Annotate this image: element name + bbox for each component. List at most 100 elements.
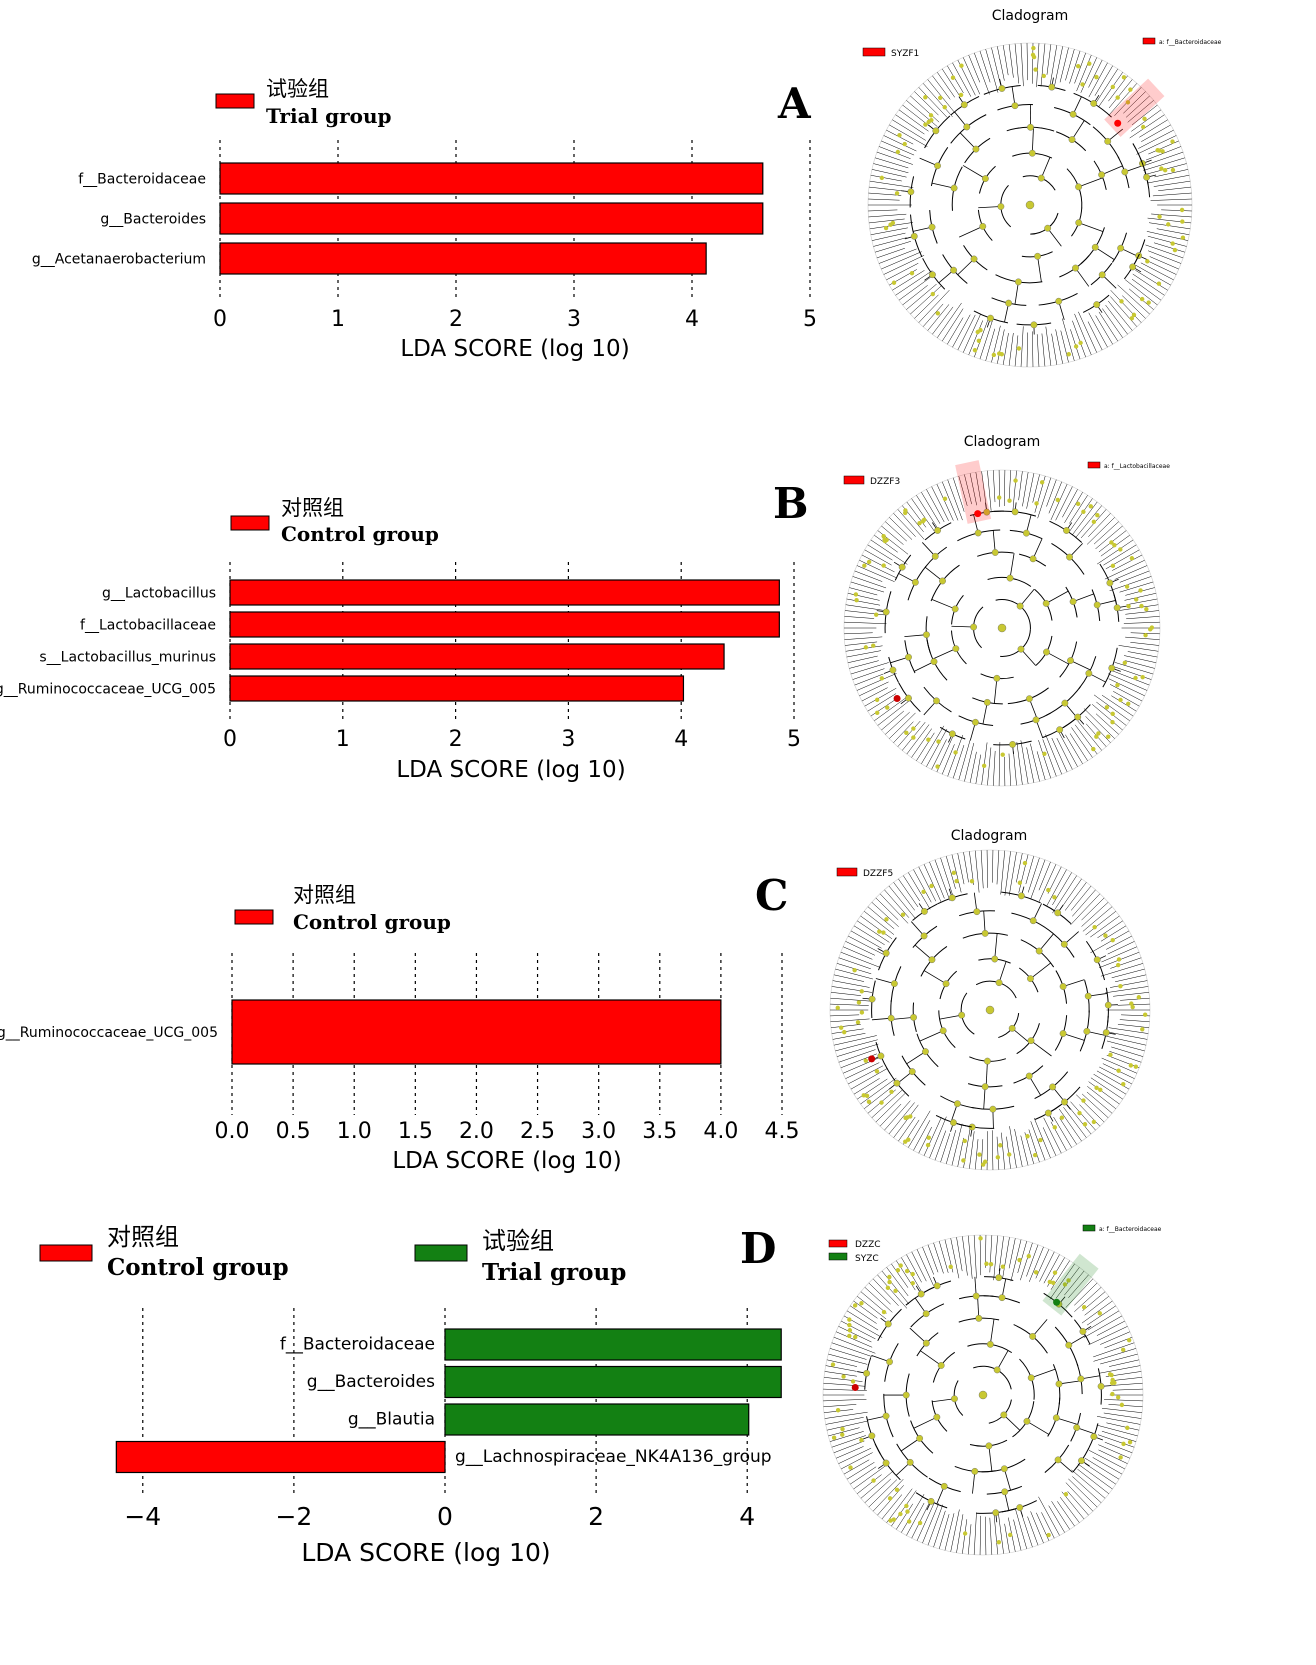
cladogram-node [904,1503,909,1509]
cladogram-leaf-edge [830,992,861,996]
cladogram-leaf-edge [1110,957,1142,969]
cladogram-node [1104,137,1112,145]
cladogram-node [894,191,900,196]
cladogram-node [831,1435,837,1440]
cladogram-leaf-edge [1106,1055,1140,1069]
cladogram-node [975,1314,983,1322]
cladogram-leaf-edge [964,743,975,782]
cladogram-node [1055,1380,1063,1388]
cladogram-leaf-edge [938,1514,950,1549]
cladogram-leaf-edge [936,734,955,773]
cladogram-leaf-edge [1002,333,1009,365]
cladogram-node [1166,222,1171,227]
cladogram-leaf-edge [1124,593,1157,601]
cladogram-node [1133,1064,1139,1069]
cladogram-leaf-edge [1098,72,1123,108]
cladogram-leaf-edge [901,1494,925,1533]
cladogram-leaf-edge [850,662,889,675]
cladogram-node [993,674,1001,682]
cladogram-node [1044,224,1052,232]
cladogram-node [895,1268,901,1273]
cladogram-leaf-edge [1030,1511,1044,1544]
cladogram-leaf-edge [1080,57,1098,93]
cladogram-node [859,1437,864,1443]
cladogram-leaf-edge [968,54,981,83]
cladogram-leaf-edge [1158,186,1192,191]
cladogram-node [897,133,902,138]
cladogram-leaf-edge [962,57,981,95]
category-label: g__Blautia [348,1410,435,1430]
cladogram-node [1142,1012,1148,1017]
cladogram-leaf-edge [1033,1117,1051,1159]
cladogram-branch [959,132,977,150]
cladogram-leaf-edge [847,593,880,601]
cladogram-leaf-edge [881,525,904,545]
x-tick-label: 0.5 [276,1119,311,1144]
category-label: g__Ruminococcaceae_UCG_005 [0,682,216,698]
cladogram-leaf-edge [871,232,906,241]
cladogram-node [931,552,939,560]
cladogram-node [1090,1433,1098,1440]
cladogram-leaf-edge [922,1503,939,1544]
legend-label-en-trial: Trial group [482,1259,626,1286]
cladogram-leaf-edge [981,742,988,785]
cladogram-leaf-edge [1025,856,1035,885]
cladogram-leaf-edge [975,754,981,784]
cladogram-leaf-edge [985,49,999,93]
cladogram-leaf-edge [892,270,925,291]
cladogram-branch [931,599,956,610]
cladogram-node [877,929,882,934]
cladogram-root-node [978,1390,988,1400]
cladogram-node [1073,1424,1081,1431]
cladogram-node [1011,102,1019,110]
bar [444,1403,750,1436]
cladogram-leaf-edge [1106,1422,1140,1431]
cladogram-node [933,697,940,705]
cladogram-leaf-edge [888,1102,915,1135]
cladogram-node [1087,61,1092,66]
cladogram-branch [1056,1417,1078,1425]
cladogram-leaf-edge [985,328,996,361]
cladogram-leaf-edge [867,693,897,712]
cladogram-leaf-edge [893,882,915,911]
cladogram-leaf-edge [846,1310,879,1331]
cladogram-node [859,1010,865,1015]
cladogram-leaf-edge [1098,1449,1128,1464]
cladogram-node [1046,1532,1051,1538]
cladogram-node [1062,1282,1068,1287]
cladogram-node [1146,300,1151,305]
cladogram-leaf-edge [860,1470,894,1499]
cladogram-node [1083,1027,1091,1035]
cladogram-node [1028,149,1036,157]
category-label: g__Lactobacillus [102,586,216,602]
x-tick-label: 5 [803,307,817,332]
cladogram-leaf-edge [951,854,962,893]
cladogram-branch [977,1295,980,1319]
cladogram-leaf-edge [1027,857,1040,893]
cladogram-node [983,508,991,516]
cladogram-leaf-edge [886,1488,913,1523]
cladogram-leaf-edge [1010,1239,1022,1282]
cladogram-leaf-edge [823,1382,865,1387]
cladogram-node [881,930,886,935]
cladogram-leaf-edge [1017,1241,1028,1274]
cladogram-leaf-edge [854,673,884,686]
cladogram-leaf-edge [1100,925,1127,942]
cladogram-branch [1029,698,1038,720]
legend-label-en: Trial group [266,104,391,128]
cladogram-leaf-edge [1093,694,1130,722]
cladogram-leaf-edge [1097,539,1134,565]
cladogram-leaf-edge [897,720,921,747]
cladogram-node [936,739,941,744]
cladogram-leaf-edge [883,135,917,152]
cladogram-leaf-edge [854,570,883,582]
cladogram-root-node [997,623,1007,633]
cladogram-leaf-edge [878,146,911,159]
cladogram-node [1121,168,1129,176]
cladogram-leaf-edge [1035,1249,1050,1279]
cladogram-node [987,314,994,322]
cladogram-leaf-edge [853,1465,886,1490]
cladogram-leaf-edge [1072,501,1098,535]
legend-label-zh: 对照组 [281,496,344,520]
cladogram-node [1116,1068,1121,1073]
